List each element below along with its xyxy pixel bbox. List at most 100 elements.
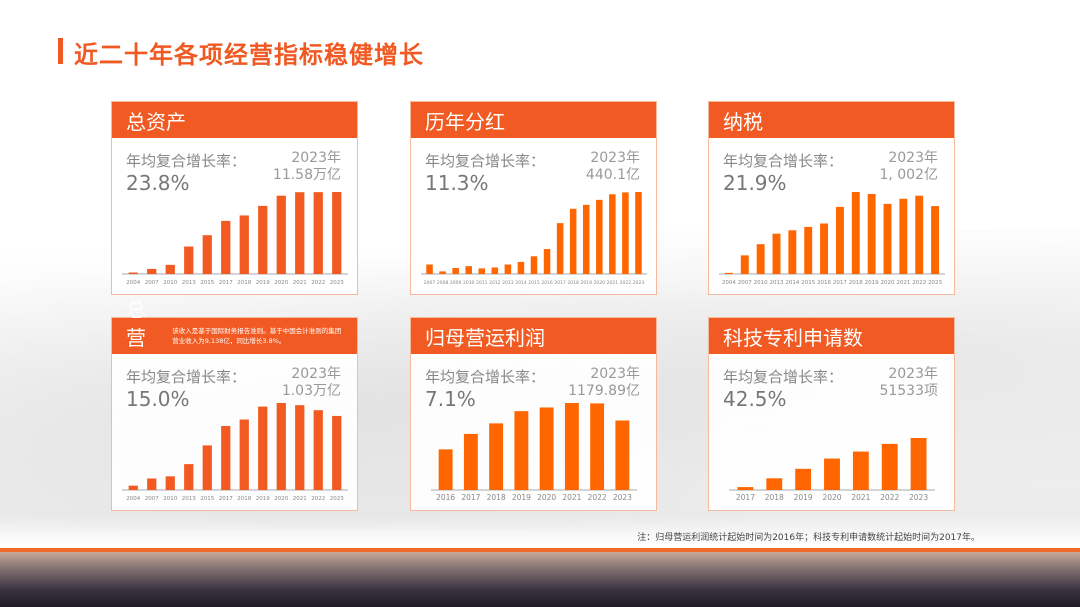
latest-value: 1.03万亿: [281, 383, 341, 399]
x-tick-label: 2019: [256, 280, 270, 286]
bar: [258, 205, 268, 274]
bar: [609, 194, 616, 274]
x-tick-label: 2004: [722, 280, 736, 286]
x-tick-label: 2018: [765, 493, 784, 502]
card-title: 纳税: [723, 109, 763, 134]
bar: [915, 195, 924, 274]
bar: [835, 206, 844, 274]
bar: [737, 487, 754, 490]
metric-card: 历年分红 年均复合增长率： 11.3% 2023年 440.1亿 2007 2008 2…: [410, 101, 657, 295]
x-tick-label: 2009: [450, 280, 462, 286]
card-title: 总营收: [126, 296, 146, 379]
bar: [489, 423, 504, 490]
x-tick-label: 2017: [736, 493, 755, 502]
card-header: 历年分红: [411, 102, 656, 138]
x-tick-label: 2014: [785, 280, 799, 286]
x-tick-label: 2021: [293, 496, 307, 502]
x-tick-label: 2013: [770, 280, 784, 286]
latest-value: 51533项: [879, 383, 938, 399]
x-tick-label: 2015: [801, 280, 815, 286]
x-tick-label: 2020: [822, 493, 841, 502]
bar: [332, 415, 342, 490]
cagr-label: 年均复合增长率：: [723, 368, 844, 386]
x-tick-label: 2021: [562, 493, 581, 502]
x-tick-label: 2017: [219, 496, 233, 502]
card-title: 归母营运利润: [425, 325, 545, 350]
x-tick-label: 2020: [537, 493, 556, 502]
bar: [239, 419, 249, 490]
x-tick-label: 2017: [833, 280, 847, 286]
x-tick-label: 2019: [581, 280, 593, 286]
card-title: 科技专利申请数: [723, 325, 863, 350]
x-tick-label: 2013: [182, 280, 196, 286]
metric-card: 总资产 年均复合增长率： 23.8% 2023年 11.58万亿 2004 2007 2…: [111, 101, 358, 295]
bar: [514, 411, 529, 490]
x-tick-label: 2016: [436, 493, 455, 502]
bar: [931, 206, 940, 274]
card-note: 该收入是基于国际财务报告准则。基于中国会计准则的集团营业收入为9,138亿，同比…: [172, 327, 342, 345]
bar: [543, 249, 551, 274]
cagr-value: 15.0%: [126, 387, 190, 411]
bar: [184, 246, 194, 274]
x-tick-label: 2019: [865, 280, 879, 286]
bar: [221, 426, 231, 490]
bar: [569, 208, 577, 274]
cagr-value: 7.1%: [425, 387, 476, 411]
x-tick-label: 2007: [145, 280, 159, 286]
bar: [239, 215, 249, 274]
bar-chart: 2016 2017 2018 2019 2020 2021 2022 2023: [431, 403, 637, 502]
x-tick-label: 2015: [200, 280, 214, 286]
bar: [867, 194, 876, 274]
bar: [530, 256, 538, 274]
x-tick-label: 2019: [256, 496, 270, 502]
metric-card: 纳税 年均复合增长率： 21.9% 2023年 1, 002亿 2004 2007 20…: [708, 101, 955, 295]
x-tick-label: 2023: [928, 280, 942, 286]
x-tick-label: 2008: [437, 280, 449, 286]
bar: [276, 403, 286, 490]
cagr-value: 23.8%: [126, 171, 190, 195]
x-tick-label: 2012: [489, 280, 501, 286]
x-tick-label: 2010: [163, 280, 177, 286]
x-tick-label: 2021: [851, 493, 870, 502]
x-tick-label: 2010: [163, 496, 177, 502]
x-tick-label: 2023: [613, 493, 632, 502]
bar: [165, 264, 175, 274]
bar: [452, 268, 459, 274]
bar: [795, 468, 812, 490]
x-tick-label: 2023: [330, 496, 344, 502]
bar: [766, 478, 783, 490]
page-title: 近二十年各项经营指标稳健增长: [74, 41, 424, 69]
x-tick-label: 2018: [237, 280, 251, 286]
x-tick-label: 2019: [512, 493, 531, 502]
bar: [899, 198, 908, 274]
bar: [313, 410, 323, 490]
card-header: 纳税: [709, 102, 954, 138]
bar: [596, 199, 603, 274]
cagr-value: 42.5%: [723, 387, 787, 411]
x-tick-label: 2016: [541, 280, 553, 286]
bar: [820, 223, 829, 274]
x-tick-label: 2017: [461, 493, 480, 502]
bar: [258, 406, 268, 490]
bar: [313, 192, 323, 274]
latest-year: 2023年: [888, 150, 938, 166]
x-tick-label: 2017: [554, 280, 566, 286]
bar-chart: 2017 2018 2019 2020 2021 2022 2023: [729, 438, 935, 502]
card-header: 总营收 该收入是基于国际财务报告准则。基于中国会计准则的集团营业收入为9,138亿…: [112, 297, 357, 379]
x-tick-label: 2018: [849, 280, 863, 286]
bar-chart: 2007 2008 2009 2010 2011 2012 2013 2014 2015 2016…: [421, 192, 647, 286]
bar: [147, 268, 157, 274]
bar: [491, 267, 499, 274]
x-tick-label: 2007: [145, 496, 159, 502]
bar: [788, 230, 797, 274]
bar: [128, 272, 138, 274]
latest-year: 2023年: [291, 150, 341, 166]
x-tick-label: 2015: [200, 496, 214, 502]
bar: [426, 264, 433, 274]
latest-year: 2023年: [590, 150, 640, 166]
bar: [332, 192, 342, 274]
bar: [128, 485, 138, 490]
x-tick-label: 2007: [738, 280, 752, 286]
x-tick-label: 2020: [881, 280, 895, 286]
title-accent-bar: [58, 38, 63, 64]
